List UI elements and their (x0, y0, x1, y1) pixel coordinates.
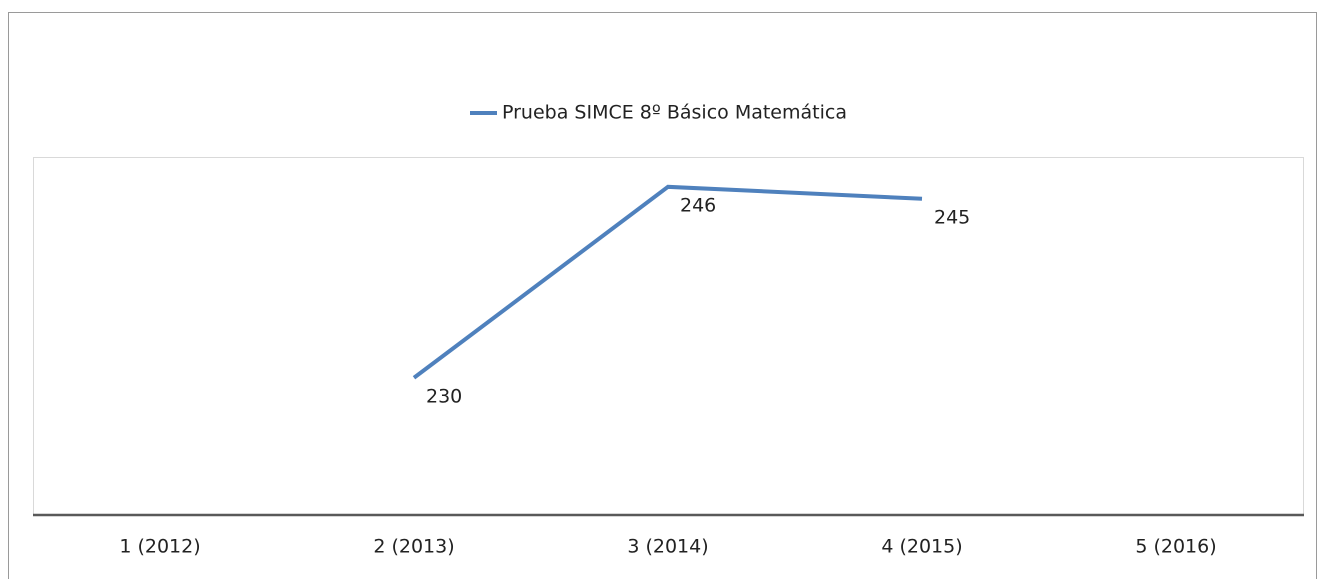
data-label: 230 (426, 385, 462, 407)
x-tick-label: 1 (2012) (119, 536, 200, 558)
x-tick-label: 4 (2015) (881, 536, 962, 558)
x-tick-label: 3 (2014) (627, 536, 708, 558)
plot-area (33, 157, 1304, 516)
x-tick-label: 2 (2013) (373, 536, 454, 558)
line-series (412, 184, 923, 380)
chart-frame (8, 12, 1317, 579)
data-label: 245 (934, 206, 970, 228)
data-label: 246 (680, 194, 716, 216)
x-tick-label: 5 (2016) (1135, 536, 1216, 558)
legend-label: Prueba SIMCE 8º Básico Matemática (502, 102, 847, 124)
